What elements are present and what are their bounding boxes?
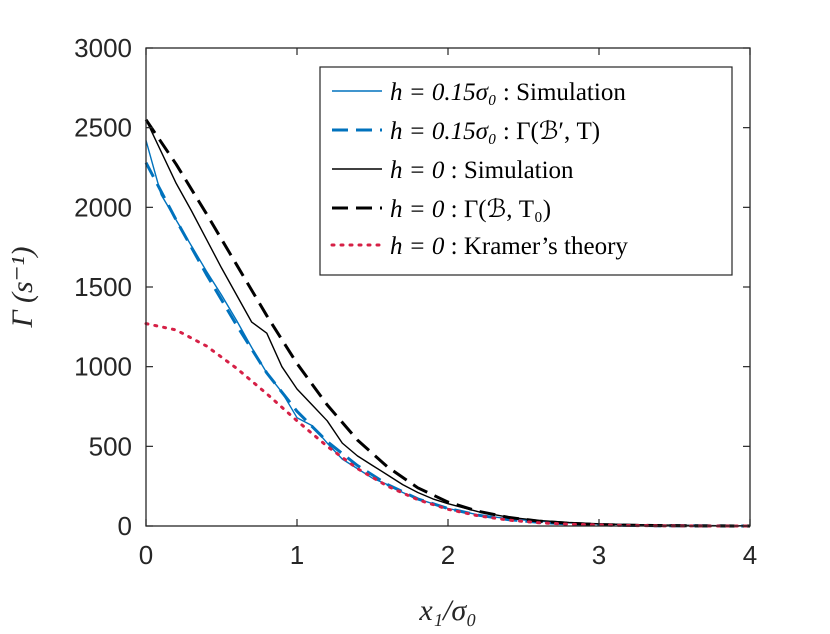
legend-entry: h = 0.15σ₀ : Simulation bbox=[390, 79, 626, 106]
x-tick-label: 4 bbox=[743, 540, 757, 570]
legend-sep: : bbox=[497, 79, 516, 106]
legend-math: h = 0.15σ₀ bbox=[390, 79, 497, 106]
svg-text:h = 0 : Γ(ℬ, T₀): h = 0 : Γ(ℬ, T₀) bbox=[390, 196, 551, 223]
legend-entry: h = 0 : Simulation bbox=[390, 157, 574, 184]
legend-box bbox=[319, 66, 733, 276]
x-axis-label: x₁/σ₀ bbox=[418, 594, 476, 627]
legend: h = 0.15σ₀ : Simulation h = 0.15σ₀ : Γ(ℬ… bbox=[319, 66, 733, 276]
legend-sep: : bbox=[444, 157, 463, 184]
y-tick-label: 2500 bbox=[74, 113, 132, 143]
svg-text:h = 0.15σ₀ : Γ(ℬ′, T): h = 0.15σ₀ : Γ(ℬ′, T) bbox=[390, 118, 600, 145]
legend-math: h = 0 bbox=[390, 233, 445, 260]
x-tick-label: 1 bbox=[290, 540, 304, 570]
legend-math: h = 0 bbox=[390, 157, 445, 184]
svg-text:h = 0 : Simulation: h = 0 : Simulation bbox=[390, 157, 574, 184]
y-tick-label: 1000 bbox=[74, 352, 132, 382]
legend-sep: : bbox=[444, 233, 463, 260]
legend-samples bbox=[330, 90, 384, 247]
legend-math: h = 0.15σ₀ bbox=[390, 118, 497, 145]
axes-layer: 0 1 2 3 4 0 500 1000 1500 2000 2500 3000 bbox=[74, 33, 757, 570]
legend-desc: Simulation bbox=[464, 157, 574, 184]
y-tick-label: 3000 bbox=[74, 33, 132, 63]
legend-math: h = 0 bbox=[390, 196, 445, 223]
svg-text:h = 0 : Kramer’s theory: h = 0 : Kramer’s theory bbox=[390, 233, 628, 260]
svg-text:h = 0.15σ₀ : Simulation: h = 0.15σ₀ : Simulation bbox=[390, 79, 626, 106]
legend-entry: h = 0 : Kramer’s theory bbox=[390, 233, 628, 260]
x-tick-label: 3 bbox=[592, 540, 606, 570]
y-tick-label: 1500 bbox=[74, 272, 132, 302]
y-tick-label: 0 bbox=[118, 511, 132, 541]
y-tick-label: 2000 bbox=[74, 192, 132, 222]
legend-desc: Γ(ℬ′, T) bbox=[516, 118, 600, 145]
y-tick-label: 500 bbox=[89, 431, 132, 461]
legend-sep: : bbox=[497, 118, 516, 145]
legend-desc: Kramer’s theory bbox=[464, 233, 629, 260]
legend-desc: Γ(ℬ, T₀) bbox=[464, 196, 551, 223]
series-line-5 bbox=[144, 322, 752, 528]
x-tick-label: 0 bbox=[139, 540, 153, 570]
legend-desc: Simulation bbox=[516, 79, 626, 106]
legend-sep: : bbox=[444, 196, 463, 223]
x-tick-label: 2 bbox=[441, 540, 455, 570]
legend-entry: h = 0 : Γ(ℬ, T₀) bbox=[390, 196, 551, 223]
y-axis-label: Γ (s⁻¹) bbox=[6, 246, 39, 328]
legend-entry: h = 0.15σ₀ : Γ(ℬ′, T) bbox=[390, 118, 600, 145]
